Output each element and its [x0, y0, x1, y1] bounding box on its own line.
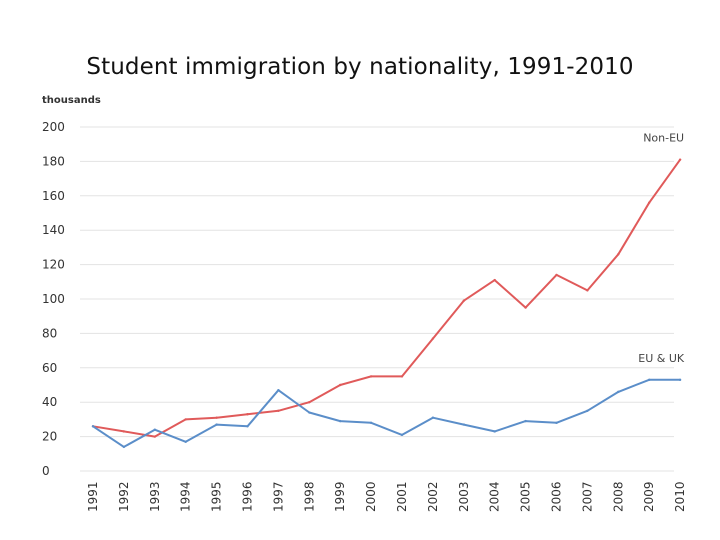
data-point: [678, 158, 682, 161]
x-tick-label: 2008: [611, 481, 625, 512]
data-point: [184, 440, 187, 443]
series-lines: Non-EU EU & UK: [91, 132, 685, 449]
gridlines: [80, 126, 674, 472]
data-point: [215, 416, 218, 419]
x-tick-label: 2006: [550, 481, 564, 512]
data-point: [277, 388, 280, 392]
data-point: [122, 445, 126, 449]
y-axis-unit-label: thousands: [42, 95, 101, 106]
y-tick-label: 160: [42, 189, 65, 203]
x-tick-label: 1996: [241, 481, 255, 512]
x-tick-label: 1995: [210, 481, 224, 512]
y-tick-label: 180: [42, 154, 65, 168]
chart-title: Student immigration by nationality, 1991…: [86, 54, 634, 80]
data-point: [308, 401, 311, 404]
data-point: [308, 411, 311, 414]
x-tick-label: 1994: [179, 481, 193, 512]
data-point: [648, 201, 651, 204]
data-point: [277, 409, 280, 412]
data-point: [555, 273, 558, 277]
series-label-1: EU & UK: [638, 352, 685, 365]
y-tick-label: 20: [42, 430, 57, 444]
data-point: [91, 425, 95, 428]
data-point: [617, 390, 620, 394]
x-tick-label: 1992: [117, 481, 131, 512]
data-point: [431, 337, 435, 340]
x-tick-label: 1998: [302, 481, 316, 512]
data-point: [400, 433, 404, 437]
x-tick-label: 1997: [271, 481, 285, 512]
x-tick-label: 2003: [457, 481, 471, 512]
data-point: [493, 278, 496, 282]
data-point: [339, 383, 342, 387]
data-point: [586, 409, 589, 412]
series-label-0: Non-EU: [643, 132, 684, 145]
x-tick-label: 2010: [673, 481, 687, 512]
data-point: [524, 419, 527, 423]
data-point: [524, 306, 527, 309]
data-point: [586, 289, 589, 292]
data-point: [122, 430, 126, 433]
data-point: [339, 419, 342, 423]
data-point: [215, 423, 218, 426]
x-tick-label: 2004: [488, 481, 502, 512]
series-line-0: [92, 158, 682, 438]
y-tick-label: 140: [42, 223, 65, 237]
x-tick-label: 2009: [642, 481, 656, 512]
y-tick-label: 80: [42, 326, 57, 340]
x-tick-label: 2001: [395, 481, 409, 512]
data-point: [678, 378, 682, 382]
y-tick-label: 100: [42, 292, 65, 306]
data-point: [246, 425, 249, 428]
y-tick-label: 0: [42, 464, 50, 478]
x-tick-label: 1993: [148, 481, 162, 512]
y-axis-ticks: 0 20 40 60 80 100 120 140 160 180 200: [42, 120, 65, 478]
data-point: [184, 418, 187, 421]
data-point: [246, 413, 249, 416]
y-tick-label: 120: [42, 258, 65, 272]
x-tick-label: 2005: [519, 481, 533, 512]
x-tick-label: 2002: [426, 481, 440, 512]
data-point: [462, 423, 465, 426]
y-tick-label: 60: [42, 361, 57, 375]
data-point: [462, 299, 465, 302]
x-tick-label: 2007: [580, 481, 594, 512]
data-point: [153, 428, 156, 431]
y-tick-label: 200: [42, 120, 65, 134]
data-point: [369, 421, 373, 425]
data-point: [648, 378, 651, 382]
x-tick-label: 2000: [364, 481, 378, 512]
data-point: [400, 375, 404, 378]
x-tick-label: 1991: [86, 481, 100, 512]
data-point: [493, 430, 496, 433]
data-point: [369, 375, 373, 378]
data-point: [431, 416, 435, 419]
x-axis-ticks: 1991 1992 1993 1994 1995 1996 1997 1998 1999 2000…: [86, 481, 687, 512]
data-point: [555, 421, 558, 425]
data-point: [153, 435, 156, 438]
x-tick-label: 1999: [333, 481, 347, 512]
series-line-1: [92, 378, 682, 448]
y-tick-label: 40: [42, 395, 57, 409]
data-point: [617, 253, 620, 256]
